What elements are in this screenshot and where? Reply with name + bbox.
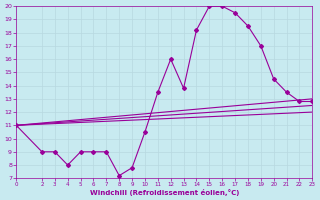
X-axis label: Windchill (Refroidissement éolien,°C): Windchill (Refroidissement éolien,°C) (90, 189, 239, 196)
